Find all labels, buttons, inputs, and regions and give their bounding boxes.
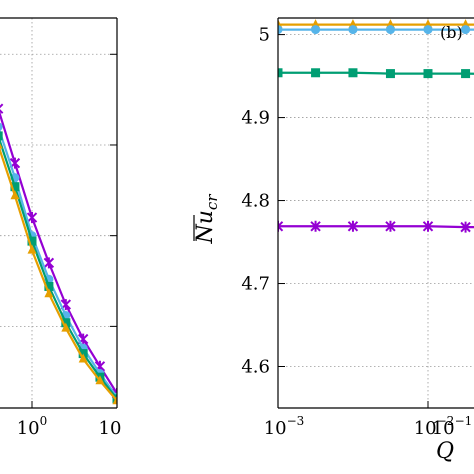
- panel-a-series-1-point-5: [43, 257, 55, 269]
- panel-b-y-tick-label-1: 5: [259, 25, 270, 46]
- panel-b-series-3-point-4: [385, 69, 395, 79]
- panel-b: 5 4.9 4.8 4.7 4.6 10−3 10−210−1 (b) Q Nucr: [193, 17, 474, 464]
- panel-b-y-tick-label-4: 4.7: [241, 274, 270, 295]
- panel-a: 100 10: [0, 17, 122, 439]
- panel-b-series-2-point-1: [278, 25, 283, 35]
- panel-b-y-axis-label-sub: cr: [203, 194, 221, 210]
- panel-a-series-1-line: [0, 110, 117, 395]
- panel-a-series-1-point-4: [26, 212, 38, 224]
- panel-b-y-axis-label-main: Nu: [193, 210, 218, 244]
- panel-b-series-4-point-3: [347, 220, 359, 232]
- panel-b-series-4-point-5: [422, 220, 434, 232]
- panel-b-series-3-point-6: [461, 69, 471, 79]
- panel-a-series-3-point-3: [10, 182, 20, 192]
- panel-b-series-2-point-2: [311, 25, 321, 35]
- panel-a-series-4-point-6: [61, 322, 71, 332]
- svg-text:Nucr: Nucr: [193, 194, 221, 245]
- panel-a-series-4-point-2: [0, 143, 3, 149]
- panel-a-x-tick-labels: 100 10: [17, 414, 122, 439]
- panel-b-ticks: [277, 34, 429, 408]
- panel-b-series-2-point-6: [461, 25, 471, 35]
- panel-b-series-3-point-5: [423, 69, 433, 79]
- panel-b-y-tick-label-3: 4.8: [241, 191, 270, 212]
- panel-b-series-2-line: [278, 28, 474, 31]
- panel-b-series-3-point-1: [278, 68, 283, 78]
- panel-b-y-tick-label-2: 4.9: [241, 108, 270, 129]
- panel-b-label: (b): [440, 23, 463, 42]
- panel-b-x-tick-labels: 10−3 10−210−1: [264, 414, 473, 439]
- panel-a-series-3-point-5: [44, 281, 54, 291]
- panel-b-series-4-point-2: [310, 220, 321, 232]
- panel-a-grid: [0, 18, 118, 408]
- panel-b-y-axis-label: Nucr: [193, 194, 221, 245]
- panel-b-x-tick-label-1: 10−3: [264, 414, 305, 439]
- panel-b-series-2-point-5: [423, 25, 433, 35]
- panel-b-series-4-point-6: [460, 221, 471, 233]
- panel-a-series-4-point-3: [10, 190, 20, 200]
- panel-a-series-1-point-2: [0, 103, 4, 114]
- panel-a-series-4-point-8: [95, 375, 105, 385]
- panel-b-series-3-point-2: [311, 68, 321, 78]
- panel-b-y-tick-label-5: 4.6: [241, 357, 270, 378]
- panel-b-series-3-point-3: [348, 68, 358, 78]
- panel-a-series-4-line: [0, 146, 117, 402]
- panel-a-series-4-point-7: [78, 353, 88, 363]
- panel-a-series-4-point-4: [27, 244, 37, 254]
- panel-a-series-2-point-2: [0, 122, 3, 131]
- panel-a-series-4-point-9: [112, 395, 117, 405]
- panel-b-grid: [278, 18, 474, 408]
- panel-b-y-tick-labels: 5 4.9 4.8 4.7 4.6: [241, 25, 270, 378]
- panel-a-series-3-line: [0, 137, 117, 400]
- panel-b-series-2-point-3: [348, 25, 358, 35]
- panel-b-series-3-line: [278, 71, 474, 75]
- panel-b-x-tick-label-3: 10−1: [432, 414, 473, 439]
- panel-b-series-4-point-1: [278, 220, 284, 232]
- panel-a-x-tick-label-1: 100: [17, 414, 48, 439]
- panel-b-series-4-line: [278, 225, 474, 229]
- panel-b-x-axis-label: Q: [436, 439, 454, 464]
- panel-b-x-tick-label-2: 10−2: [414, 414, 455, 439]
- panel-b-series-2-point-4: [385, 25, 395, 35]
- panel-a-series-3-point-4: [27, 236, 37, 246]
- panel-a-x-tick-label-2: 10: [99, 418, 122, 439]
- panel-a-ticks: [31, 53, 118, 408]
- panel-b-series-4-point-4: [385, 220, 396, 232]
- panel-a-series: [0, 103, 117, 405]
- panel-a-series-3-point-2: [0, 131, 3, 141]
- panel-a-series-4-point-5: [44, 288, 54, 298]
- panel-b-series: [278, 19, 474, 233]
- panel-a-series-2-line: [0, 128, 117, 398]
